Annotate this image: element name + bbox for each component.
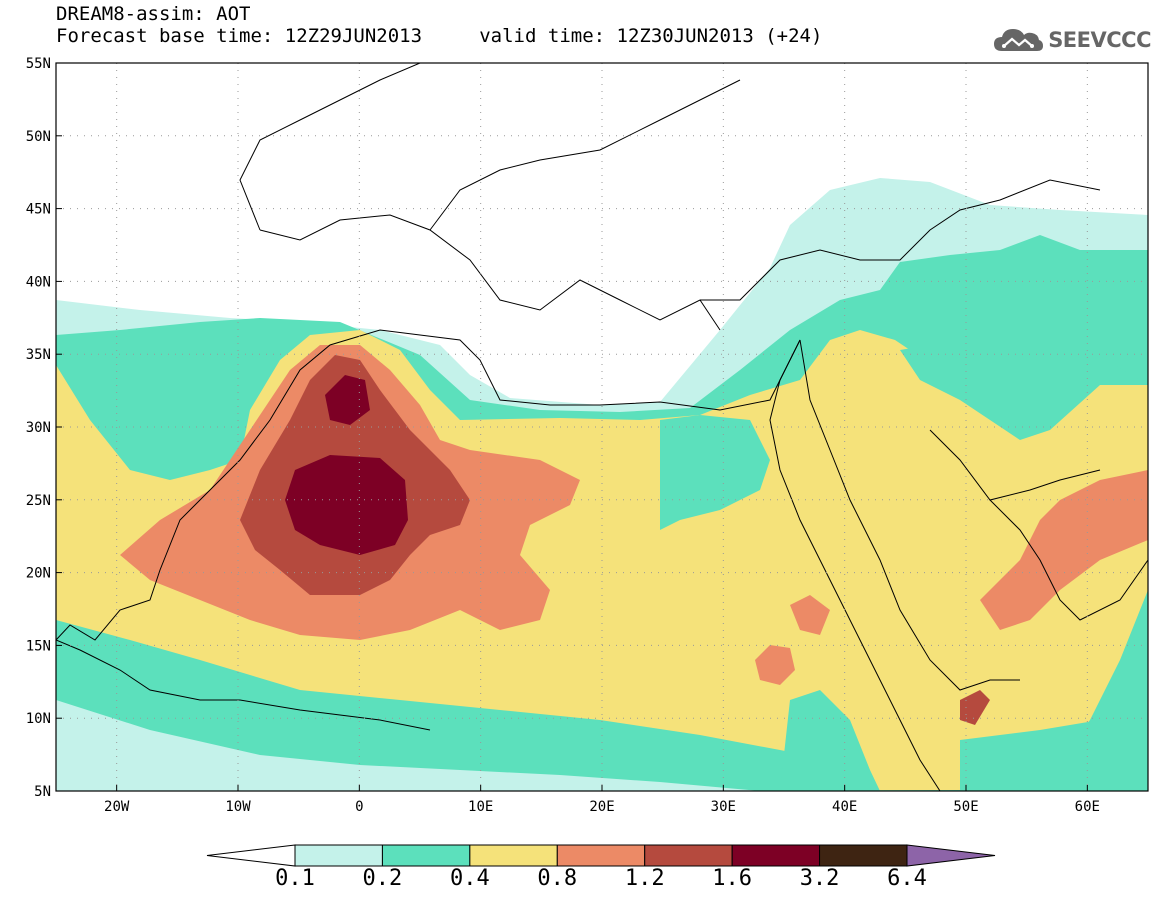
contour-0.1-south	[56, 700, 760, 791]
colorbar-tick-label: 0.2	[362, 866, 403, 891]
lat-label: 15N	[26, 638, 51, 654]
cloud-icon	[994, 29, 1044, 51]
lat-label: 20N	[26, 566, 51, 582]
lon-label: 50E	[953, 799, 978, 815]
longitude-labels: 20W 10W 0 10E 20E 30E 40E 50E 60E	[104, 799, 1100, 815]
colorbar-tick-label: 1.6	[712, 866, 753, 891]
lat-label: 25N	[26, 493, 51, 509]
lat-label: 50N	[26, 129, 51, 145]
grid-lines	[56, 62, 1148, 792]
logo-text: SEEVCCC	[1048, 28, 1151, 52]
colorbar-under-triangle	[206, 844, 296, 867]
colorbar-tick-label: 3.2	[799, 866, 840, 891]
map-frame	[55, 62, 1149, 792]
colorbar-tick-label: 0.1	[275, 866, 315, 891]
lat-label: 40N	[26, 274, 51, 290]
latitude-labels: 55N 50N 45N 40N 35N 30N 25N 20N 15N 10N 5N	[26, 56, 51, 800]
colorbar-swatch	[731, 844, 821, 867]
colorbar-swatch	[819, 844, 908, 867]
contour-0.2-horn	[780, 690, 1100, 791]
colorbar-swatch	[381, 844, 471, 867]
colorbar-over-triangle	[906, 844, 996, 867]
contour-0.2-persia	[900, 340, 1148, 440]
lon-label: 20E	[589, 799, 614, 815]
colorbar-tick-label: 0.8	[537, 866, 578, 891]
lon-label: 10W	[225, 799, 251, 815]
lon-label: 60E	[1075, 799, 1100, 815]
lon-label: 30E	[711, 799, 736, 815]
colorbar-tick-label: 6.4	[887, 866, 927, 891]
lat-label: 45N	[26, 202, 51, 218]
lon-label: 10E	[468, 799, 493, 815]
contour-0.2-south	[56, 620, 830, 791]
lat-label: 30N	[26, 420, 51, 436]
colorbar-swatch	[556, 844, 646, 867]
lon-label: 0	[355, 799, 363, 815]
contour-1.2-somalia	[960, 690, 990, 725]
lon-label: 20W	[104, 799, 130, 815]
colorbar-tick-label: 0.4	[449, 866, 490, 891]
coastlines	[56, 63, 1148, 791]
colorbar-swatch	[644, 844, 733, 867]
colorbar-swatch	[294, 844, 383, 867]
contour-0.8-sudan	[755, 595, 830, 685]
colorbar	[206, 844, 996, 867]
lon-label: 40E	[832, 799, 857, 815]
lat-label: 10N	[26, 711, 51, 727]
contour-0.2-egypt	[660, 415, 770, 530]
contour-1.6	[285, 375, 408, 555]
contour-0.8-arabia	[980, 470, 1148, 630]
map-title: DREAM8-assim: AOT	[56, 3, 251, 25]
map-subtitle: Forecast base time: 12Z29JUN2013 valid t…	[56, 25, 823, 47]
lat-label: 35N	[26, 347, 51, 363]
colorbar-swatch	[469, 844, 558, 867]
colorbar-tick-label: 1.2	[624, 866, 665, 891]
lat-label: 55N	[26, 56, 51, 72]
lat-label: 5N	[34, 784, 51, 800]
seevccc-logo: SEEVCCC	[992, 22, 1151, 58]
